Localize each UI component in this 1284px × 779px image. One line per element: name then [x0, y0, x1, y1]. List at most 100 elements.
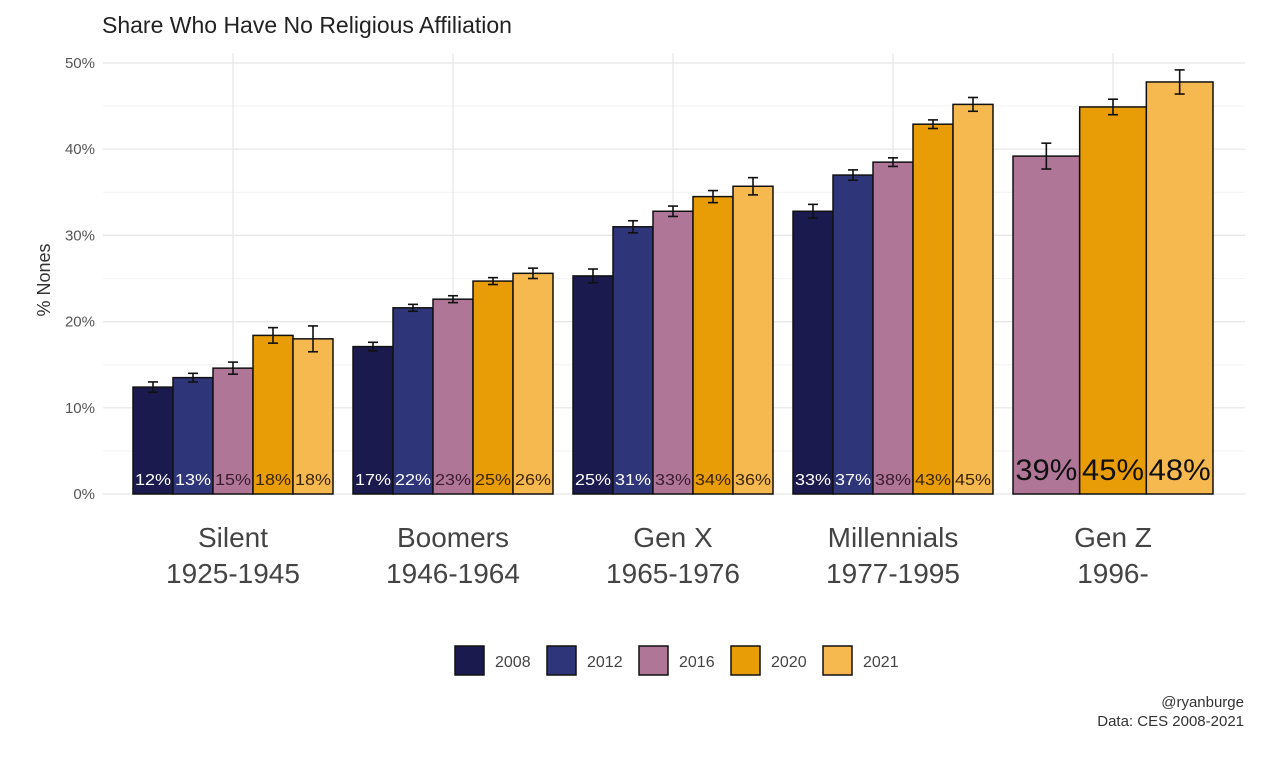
- bar-2008: [792, 210, 834, 495]
- error-bar: [1041, 142, 1052, 170]
- data-label: 45%: [1082, 454, 1144, 487]
- data-label: 43%: [915, 472, 951, 489]
- error-bar: [1174, 69, 1185, 95]
- x-axis-ticks: Silent 1925-1945 Boomers 1946-1964 Gen X 1965…: [166, 522, 1152, 589]
- bar-2021: [1145, 81, 1214, 495]
- x-tick-label-name: Millennials: [828, 522, 959, 553]
- y-tick-label: 0%: [73, 486, 95, 503]
- legend-swatch-2020: [730, 645, 761, 676]
- error-bar: [188, 372, 198, 383]
- y-tick-label: 20%: [65, 314, 95, 331]
- error-bar: [928, 119, 938, 130]
- data-label: 26%: [515, 472, 551, 489]
- legend-swatch-2016: [638, 645, 669, 676]
- data-label: 25%: [575, 472, 611, 489]
- y-axis-ticks: 0% 10% 20% 30% 40% 50%: [65, 55, 95, 503]
- error-bar: [448, 294, 458, 304]
- bar-2016: [1012, 155, 1081, 495]
- error-bar: [848, 169, 858, 182]
- data-label: 45%: [955, 472, 991, 489]
- x-tick-label-years: 1965-1976: [606, 558, 740, 589]
- data-label: 48%: [1149, 454, 1211, 487]
- x-tick-label-years: 1946-1964: [386, 558, 520, 589]
- bar-2021: [512, 272, 554, 495]
- error-bar: [268, 326, 278, 344]
- data-label: 39%: [1015, 454, 1077, 487]
- error-bar: [588, 268, 598, 284]
- bar-2016: [652, 210, 694, 495]
- bar-2008: [572, 275, 614, 495]
- data-label: 25%: [475, 472, 511, 489]
- data-label: 22%: [395, 472, 431, 489]
- caption-source: Data: CES 2008-2021: [1097, 713, 1244, 730]
- caption-author: @ryanburge: [1161, 694, 1244, 711]
- error-bar: [808, 203, 818, 219]
- error-bar: [308, 325, 318, 353]
- legend-swatch-2012: [546, 645, 577, 676]
- data-label: 12%: [135, 472, 171, 489]
- error-bar: [528, 267, 538, 280]
- bar-2020: [1078, 106, 1148, 495]
- legend-label: 2012: [587, 654, 623, 671]
- chart-title: Share Who Have No Religious Affiliation: [102, 12, 512, 38]
- bar-2021: [292, 338, 334, 495]
- y-tick-label: 10%: [65, 400, 95, 417]
- error-bar: [708, 189, 718, 204]
- y-tick-label: 40%: [65, 141, 95, 158]
- x-tick-label-name: Gen Z: [1074, 522, 1152, 553]
- y-tick-label: 50%: [65, 55, 95, 72]
- error-bar: [888, 157, 898, 168]
- error-bar: [668, 205, 678, 218]
- error-bar: [408, 303, 418, 313]
- legend-label: 2021: [863, 654, 899, 671]
- data-label: 18%: [255, 472, 291, 489]
- bars: 12% 13% 15% 18% 18% 17% 22% 23% 25% 26% 25% 31% 33% 3…: [132, 69, 1214, 495]
- data-label: 34%: [695, 472, 731, 489]
- bar-2016: [872, 161, 914, 495]
- data-label: 37%: [835, 472, 871, 489]
- data-label: 36%: [735, 472, 771, 489]
- error-bar: [488, 276, 498, 286]
- legend-label: 2016: [679, 654, 715, 671]
- x-tick-label-years: 1996-: [1077, 558, 1149, 589]
- x-tick-label-years: 1977-1995: [826, 558, 960, 589]
- y-axis-label: % Nones: [34, 243, 54, 316]
- legend: 2008 2012 2016 2020 2021: [454, 645, 899, 676]
- bar-2020: [472, 280, 514, 495]
- error-bar: [968, 96, 978, 113]
- legend-swatch-2008: [454, 645, 485, 676]
- bar-2012: [612, 226, 654, 495]
- bar-2020: [252, 334, 294, 495]
- legend-label: 2020: [771, 654, 807, 671]
- data-label: 17%: [355, 472, 391, 489]
- data-label: 23%: [435, 472, 471, 489]
- data-label: 33%: [795, 472, 831, 489]
- error-bar: [368, 341, 378, 352]
- error-bar: [1108, 98, 1118, 116]
- x-tick-label-name: Gen X: [633, 522, 713, 553]
- bar-2008: [132, 386, 174, 495]
- legend-label: 2008: [495, 654, 531, 671]
- error-bar: [228, 361, 238, 375]
- data-label: 15%: [215, 472, 251, 489]
- data-label: 33%: [655, 472, 691, 489]
- legend-swatch-2021: [822, 645, 853, 676]
- bar-2012: [832, 174, 874, 495]
- bar-2016: [432, 298, 474, 495]
- x-tick-label-name: Boomers: [397, 522, 509, 553]
- data-label: 13%: [175, 472, 211, 489]
- error-bar: [748, 176, 758, 196]
- error-bar: [148, 381, 158, 394]
- x-tick-label-years: 1925-1945: [166, 558, 300, 589]
- bar-2012: [392, 307, 434, 495]
- error-bar: [628, 219, 638, 234]
- data-label: 38%: [875, 472, 911, 489]
- bar-2021: [732, 185, 774, 495]
- bar-2020: [692, 195, 734, 495]
- data-label: 18%: [295, 472, 331, 489]
- y-tick-label: 30%: [65, 227, 95, 244]
- x-tick-label-name: Silent: [198, 522, 268, 553]
- data-label: 31%: [615, 472, 651, 489]
- bar-2020: [912, 123, 954, 495]
